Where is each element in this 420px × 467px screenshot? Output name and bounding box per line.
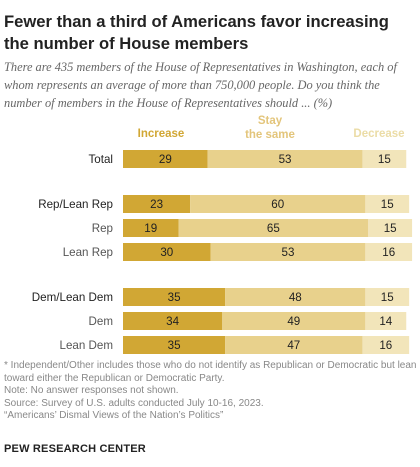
legend-decrease: Decrease <box>353 128 405 140</box>
bar-decrease-dem <box>365 312 407 330</box>
value-label-stay-the-same-lean-rep: 53 <box>282 246 295 259</box>
bar-increase-total <box>123 150 208 168</box>
value-label-increase-rep: 19 <box>144 222 157 235</box>
value-label-stay-the-same-dem: 49 <box>287 315 300 328</box>
pew-logo-text: PEW RESEARCH CENTER <box>4 443 146 455</box>
bar-stay-the-same-dem-lean-dem <box>225 288 366 306</box>
bar-decrease-total <box>362 150 407 168</box>
bar-increase-lean-dem <box>123 336 226 354</box>
chart-notes: * Independent/Other includes those who d… <box>4 360 418 423</box>
bar-decrease-dem-lean-dem <box>365 288 410 306</box>
bar-stay-the-same-lean-rep <box>210 243 366 261</box>
bar-stay-the-same-lean-dem <box>225 336 363 354</box>
legend-increase: Increase <box>137 128 185 140</box>
value-label-stay-the-same-dem-lean-dem: 48 <box>289 291 302 304</box>
value-label-stay-the-same-rep: 65 <box>267 222 280 235</box>
note-source: Source: Survey of U.S. adults conducted … <box>4 397 264 409</box>
category-label-rep: Rep <box>92 222 113 235</box>
note-report-title: “Americans’ Dismal Views of the Nation’s… <box>4 410 224 421</box>
bar-stay-the-same-rep <box>178 219 369 237</box>
value-label-increase-total: 29 <box>159 153 172 166</box>
bar-decrease-lean-rep <box>365 243 413 261</box>
value-label-increase-lean-rep: 30 <box>160 246 173 259</box>
bar-stay-the-same-rep-lean-rep <box>190 195 366 213</box>
category-label-dem-lean-dem: Dem/Lean Dem <box>32 291 113 304</box>
value-label-decrease-dem: 14 <box>379 315 392 328</box>
bar-decrease-rep <box>368 219 413 237</box>
category-label-rep-lean-rep: Rep/Lean Rep <box>38 198 113 211</box>
bar-stay-the-same-dem <box>222 312 366 330</box>
value-label-decrease-dem-lean-dem: 15 <box>381 291 394 304</box>
value-label-increase-lean-dem: 35 <box>168 339 181 352</box>
bar-increase-rep-lean-rep <box>123 195 191 213</box>
bar-decrease-lean-dem <box>362 336 410 354</box>
chart-title: Fewer than a third of Americans favor in… <box>4 12 389 53</box>
value-label-increase-dem: 34 <box>166 315 179 328</box>
value-label-stay-the-same-rep-lean-rep: 60 <box>271 198 284 211</box>
note-independent: * Independent/Other includes those who d… <box>4 360 417 384</box>
value-label-stay-the-same-total: 53 <box>279 153 292 166</box>
bar-increase-dem <box>123 312 223 330</box>
value-label-increase-dem-lean-dem: 35 <box>168 291 181 304</box>
bar-increase-rep <box>123 219 179 237</box>
value-label-decrease-rep: 15 <box>384 222 397 235</box>
legend-stay-the-same: Stay the same <box>245 115 295 141</box>
value-label-increase-rep-lean-rep: 23 <box>150 198 163 211</box>
note-no-answer: Note: No answer responses not shown. <box>4 385 179 396</box>
value-label-decrease-lean-rep: 16 <box>382 246 395 259</box>
category-label-dem: Dem <box>89 315 113 328</box>
category-label-lean-rep: Lean Rep <box>63 246 113 259</box>
category-label-total: Total <box>89 153 114 166</box>
bar-decrease-rep-lean-rep <box>365 195 410 213</box>
bar-stay-the-same-total <box>207 150 363 168</box>
bar-increase-lean-rep <box>123 243 211 261</box>
chart-subtitle: There are 435 members of the House of Re… <box>4 60 397 110</box>
category-label-lean-dem: Lean Dem <box>60 339 114 352</box>
bar-increase-dem-lean-dem <box>123 288 226 306</box>
value-label-stay-the-same-lean-dem: 47 <box>287 339 300 352</box>
value-label-decrease-lean-dem: 16 <box>379 339 392 352</box>
value-label-decrease-rep-lean-rep: 15 <box>381 198 394 211</box>
value-label-decrease-total: 15 <box>378 153 391 166</box>
stacked-bar-chart: Total 29 53 15 Rep/Lean Rep 23 60 15 Rep 19 65 15 Le… <box>32 150 413 354</box>
